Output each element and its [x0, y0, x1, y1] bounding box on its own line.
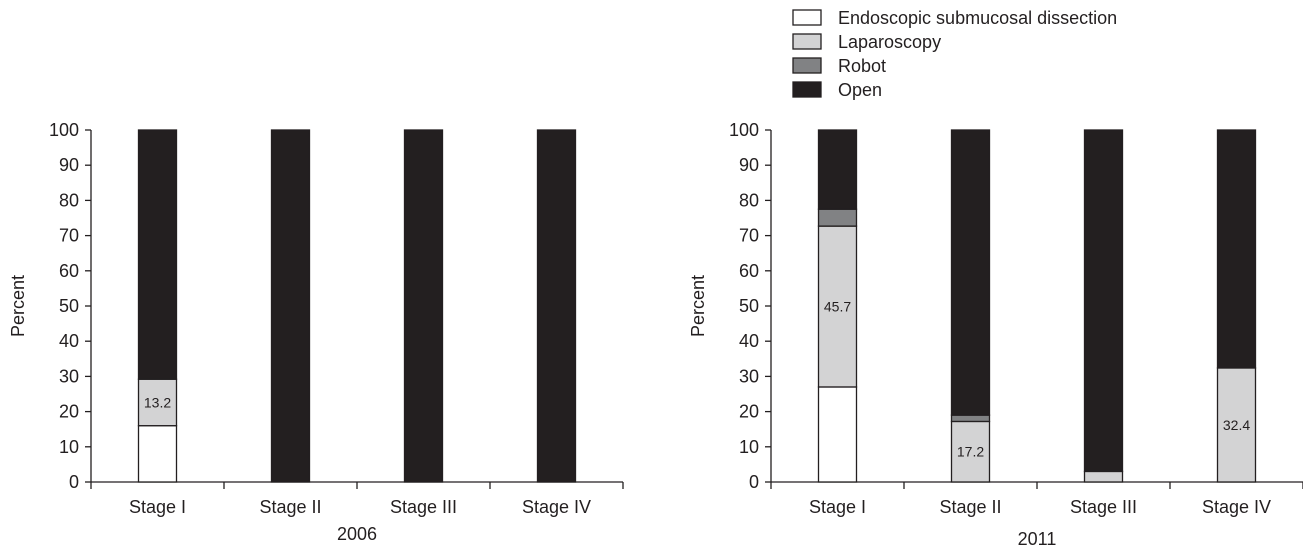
bar-segment-endoscopic-submucosal-dissection-stage-i	[137, 425, 178, 483]
bar-segment-open-stage-iv	[1216, 129, 1257, 369]
y-tick-label: 30	[59, 366, 79, 386]
data-label: 45.7	[824, 299, 851, 315]
x-category-label: Stage IV	[1202, 497, 1271, 517]
legend-label: Robot	[838, 56, 886, 76]
data-label: 13.2	[144, 394, 171, 410]
bar-segment-open-stage-i	[137, 129, 178, 380]
legend-swatch-robot	[792, 57, 822, 74]
legend-label: Endoscopic submucosal dissection	[838, 8, 1117, 28]
y-tick-label: 60	[739, 261, 759, 281]
x-category-label: Stage I	[129, 497, 186, 517]
y-tick-label: 80	[739, 190, 759, 210]
y-tick-label: 30	[739, 366, 759, 386]
legend-swatch-laparoscopy	[792, 33, 822, 50]
legend-label: Laparoscopy	[838, 32, 941, 52]
y-axis-title: Percent	[8, 275, 28, 337]
y-tick-label: 40	[739, 331, 759, 351]
y-tick-label: 60	[59, 261, 79, 281]
data-label: 17.2	[957, 444, 984, 460]
bar-segment-laparoscopy-stage-i	[817, 225, 858, 388]
y-tick-label: 100	[729, 120, 759, 140]
y-tick-label: 20	[739, 402, 759, 422]
x-axis-title: 2011	[1018, 529, 1057, 549]
bar-segment-laparoscopy-stage-ii	[950, 420, 991, 483]
bar-segment-laparoscopy-stage-iv	[1216, 367, 1257, 483]
y-tick-label: 0	[69, 472, 79, 492]
y-tick-label: 70	[739, 226, 759, 246]
x-category-label: Stage III	[1070, 497, 1137, 517]
y-tick-label: 50	[739, 296, 759, 316]
y-tick-label: 10	[739, 437, 759, 457]
bar-segment-open-stage-iii	[403, 129, 444, 483]
y-tick-label: 80	[59, 190, 79, 210]
y-tick-label: 50	[59, 296, 79, 316]
y-tick-label: 0	[749, 472, 759, 492]
legend: Endoscopic submucosal dissection Laparosc…	[792, 8, 1117, 100]
bar-segment-open-stage-i	[817, 129, 858, 210]
bar-segment-open-stage-ii	[270, 129, 311, 483]
bar-segment-endoscopic-submucosal-dissection-stage-i	[817, 386, 858, 483]
bar-segment-robot-stage-i	[817, 208, 858, 227]
y-tick-label: 20	[59, 402, 79, 422]
bar-segment-open-stage-iii	[1083, 129, 1124, 473]
y-tick-label: 70	[59, 226, 79, 246]
y-tick-label: 90	[59, 155, 79, 175]
bar-segment-open-stage-iv	[536, 129, 577, 483]
y-tick-label: 10	[59, 437, 79, 457]
y-tick-label: 90	[739, 155, 759, 175]
legend-swatch-endoscopic-submucosal-dissection	[792, 9, 822, 26]
bar-segment-laparoscopy-stage-iii	[1083, 470, 1124, 483]
bar-segment-open-stage-ii	[950, 129, 991, 416]
y-tick-label: 100	[49, 120, 79, 140]
x-axis-title: 2006	[337, 524, 377, 544]
data-label: 32.4	[1223, 417, 1250, 433]
y-axis-title: Percent	[688, 275, 708, 337]
x-category-label: Stage II	[259, 497, 321, 517]
x-category-label: Stage IV	[522, 497, 591, 517]
x-category-label: Stage III	[390, 497, 457, 517]
chart-panel-2011: 0 10 20 30 40 50 60 70 80 90 100 Stage I Stage II Sta…	[688, 120, 1303, 549]
bar-segment-robot-stage-ii	[950, 414, 991, 423]
x-category-label: Stage II	[939, 497, 1001, 517]
legend-swatch-open	[792, 81, 822, 98]
x-category-label: Stage I	[809, 497, 866, 517]
legend-label: Open	[838, 80, 882, 100]
y-tick-label: 40	[59, 331, 79, 351]
chart-panel-2006: 0 10 20 30 40 50 60 70 80 90 100 Stage I Stage II Sta…	[8, 120, 624, 544]
